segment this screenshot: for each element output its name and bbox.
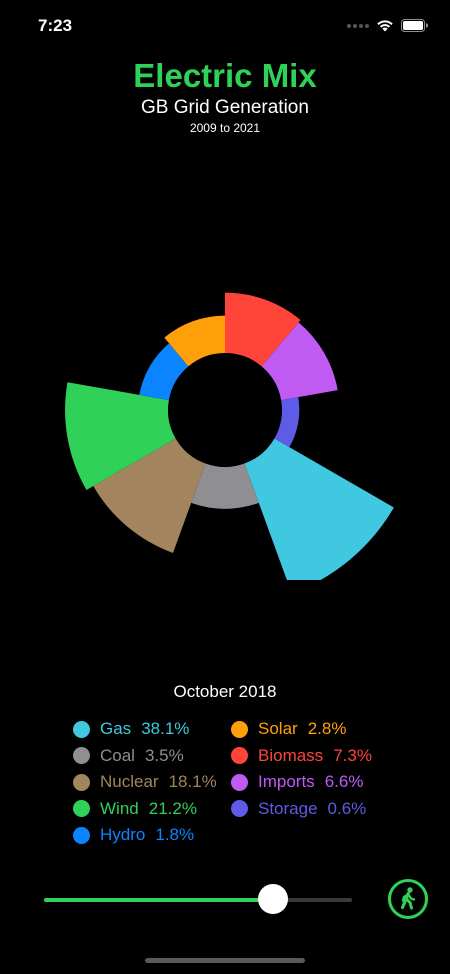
legend-value: 7.3%	[333, 746, 372, 766]
circle-icon	[231, 721, 248, 738]
legend-label: Imports	[258, 772, 315, 792]
generation-mix-chart	[0, 180, 450, 580]
legend-value: 6.6%	[325, 772, 364, 792]
circle-icon	[73, 747, 90, 764]
date-range: 2009 to 2021	[0, 120, 450, 136]
legend-item-imports: Imports 6.6%	[231, 769, 372, 796]
slice-gas	[244, 439, 393, 581]
legend-column-left: Gas 38.1% Coal 3.5% Nuclear 18.1% Wind 21.2%…	[73, 716, 217, 849]
circle-icon	[73, 827, 90, 844]
circle-icon	[73, 800, 90, 817]
legend-value: 1.8%	[155, 825, 194, 845]
legend-label: Wind	[100, 799, 139, 819]
battery-icon	[401, 19, 428, 32]
legend-item-storage: Storage 0.6%	[231, 796, 372, 823]
legend-value: 0.6%	[328, 799, 367, 819]
legend-item-solar: Solar 2.8%	[231, 716, 372, 743]
legend-item-hydro: Hydro 1.8%	[73, 822, 217, 849]
legend-item-biomass: Biomass 7.3%	[231, 743, 372, 770]
legend-value: 38.1%	[141, 719, 189, 739]
legend-label: Biomass	[258, 746, 323, 766]
circle-icon	[73, 721, 90, 738]
legend-item-gas: Gas 38.1%	[73, 716, 217, 743]
legend-label: Storage	[258, 799, 318, 819]
play-button[interactable]	[388, 879, 428, 919]
status-bar: 7:23	[0, 0, 450, 54]
legend-label: Hydro	[100, 825, 145, 845]
slice-storage	[274, 397, 299, 447]
circle-icon	[73, 774, 90, 791]
legend-value: 2.8%	[308, 719, 347, 739]
slider-fill	[44, 898, 273, 902]
legend-label: Nuclear	[100, 772, 159, 792]
wifi-icon	[376, 19, 394, 32]
legend-item-coal: Coal 3.5%	[73, 743, 217, 770]
legend-label: Coal	[100, 746, 135, 766]
legend-value: 3.5%	[145, 746, 184, 766]
header: Electric Mix GB Grid Generation 2009 to …	[0, 56, 450, 136]
home-indicator	[145, 958, 305, 963]
signal-dots-icon	[347, 20, 369, 32]
selected-month-label: October 2018	[0, 682, 450, 702]
legend-item-wind: Wind 21.2%	[73, 796, 217, 823]
month-slider[interactable]	[44, 882, 352, 916]
slider-thumb[interactable]	[258, 884, 288, 914]
legend-value: 21.2%	[149, 799, 197, 819]
legend-label: Solar	[258, 719, 298, 739]
app-subtitle: GB Grid Generation	[0, 96, 450, 120]
circle-icon	[231, 800, 248, 817]
app-title: Electric Mix	[0, 56, 450, 96]
legend-item-nuclear: Nuclear 18.1%	[73, 769, 217, 796]
circle-icon	[231, 774, 248, 791]
circle-icon	[231, 747, 248, 764]
legend-label: Gas	[100, 719, 131, 739]
legend-column-right: Solar 2.8% Biomass 7.3% Imports 6.6% Storag…	[231, 716, 372, 822]
legend-value: 18.1%	[169, 772, 217, 792]
status-icons	[347, 19, 428, 32]
status-time: 7:23	[38, 16, 72, 36]
walking-figure-icon	[391, 882, 425, 916]
